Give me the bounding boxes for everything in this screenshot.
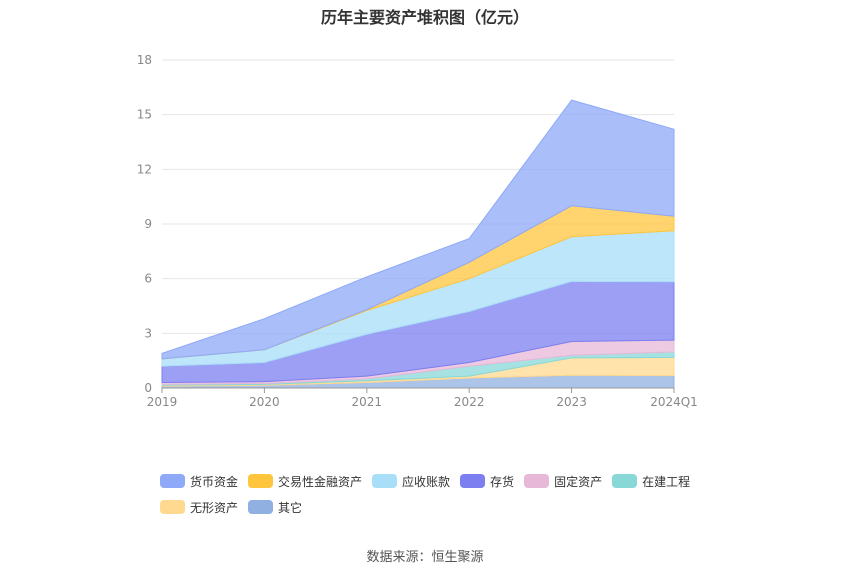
legend-item[interactable]: 其它: [248, 498, 302, 516]
legend-swatch: [248, 474, 274, 488]
legend-swatch: [460, 474, 486, 488]
legend-swatch: [160, 500, 185, 514]
legend-item[interactable]: 在建工程: [612, 472, 690, 490]
stacked-area-chart: 0 3 6 9 12 15 18 2019 2020 2021 2022 2023 2024Q1: [137, 53, 698, 409]
y-tick-label: 18: [137, 53, 152, 67]
x-tick-label: 2024Q1: [650, 395, 698, 409]
x-tick-label: 2021: [352, 395, 383, 409]
legend-item[interactable]: 货币资金: [160, 472, 238, 490]
legend: 货币资金 交易性金融资产 应收账款 存货 固定资产 在建工程无形资产 其它: [160, 472, 720, 524]
legend-label: 货币资金: [190, 474, 239, 489]
legend-swatch: [524, 474, 550, 488]
y-tick-label: 12: [137, 162, 152, 176]
x-tick-label: 2023: [556, 395, 587, 409]
legend-item[interactable]: 存货: [460, 472, 514, 490]
legend-item[interactable]: 交易性金融资产: [248, 472, 362, 490]
legend-swatch: [612, 474, 638, 488]
x-tick-label: 2020: [249, 395, 280, 409]
legend-swatch: [248, 500, 274, 514]
legend-label: 在建工程: [642, 474, 691, 489]
area-series: [161, 99, 675, 389]
axes: 0 3 6 9 12 15 18 2019 2020 2021 2022 2023 2024Q1: [137, 53, 698, 409]
legend-item[interactable]: 无形资产: [160, 498, 238, 516]
legend-item[interactable]: 固定资产: [524, 472, 602, 490]
y-tick-label: 9: [144, 217, 152, 231]
y-tick-label: 6: [144, 272, 152, 286]
legend-label: 交易性金融资产: [278, 474, 363, 489]
x-tick-label: 2019: [147, 395, 178, 409]
legend-label: 其它: [278, 500, 303, 515]
legend-swatch: [372, 474, 398, 488]
legend-label: 应收账款: [402, 474, 451, 489]
x-tick-label: 2022: [454, 395, 485, 409]
legend-item[interactable]: 应收账款: [372, 472, 450, 490]
legend-label: 存货: [490, 474, 515, 489]
y-tick-label: 15: [137, 108, 152, 122]
chart-title: 历年主要资产堆积图（亿元）: [320, 8, 529, 27]
source-note: 数据来源：恒生聚源: [366, 550, 484, 565]
y-tick-label: 0: [144, 381, 152, 395]
y-tick-label: 3: [144, 326, 152, 340]
legend-label: 固定资产: [554, 474, 603, 489]
legend-label: 无形资产: [190, 500, 239, 515]
area-series-7: [161, 99, 675, 360]
legend-swatch: [160, 474, 185, 488]
